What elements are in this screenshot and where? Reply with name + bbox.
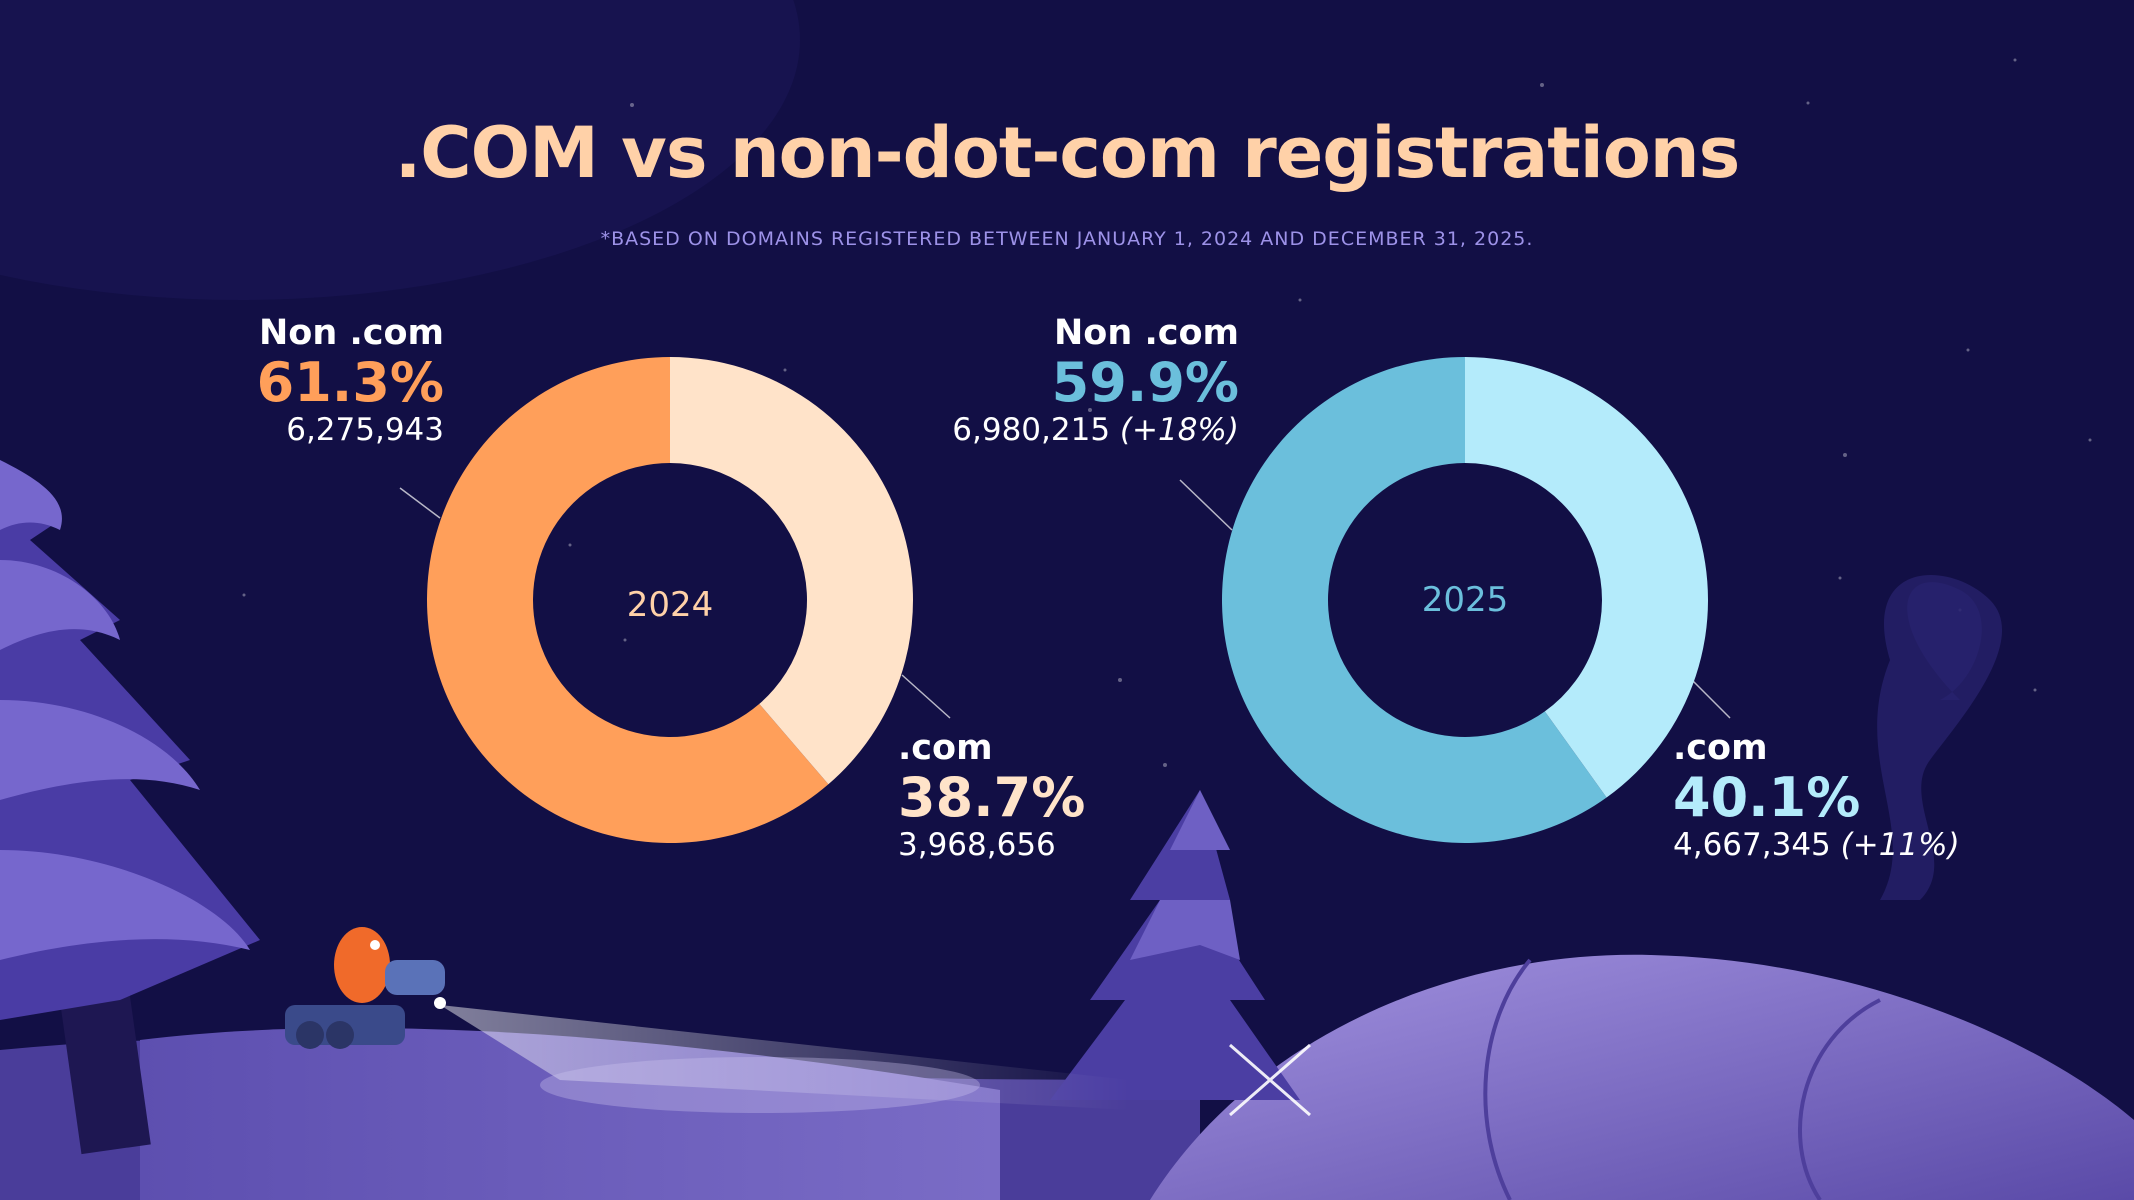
slice-change: (+18%)	[1119, 412, 1239, 449]
label-2024-com: .com 38.7% 3,968,656	[898, 728, 1085, 863]
donut-2024	[426, 357, 913, 843]
slice-noncom	[426, 357, 829, 843]
slice-name: Non .com	[259, 313, 444, 353]
label-2025-noncom: Non .com 59.9% 6,980,215 (+18%)	[952, 313, 1239, 448]
slice-noncom	[1221, 357, 1607, 843]
slice-com	[670, 357, 913, 785]
donut-center-label-2025: 2025	[1422, 580, 1509, 620]
slice-percent: 61.3%	[256, 351, 444, 414]
slice-count: 6,980,215	[952, 412, 1111, 449]
slice-percent: 59.9%	[1051, 351, 1239, 414]
page-title: .COM vs non-dot-com registrations	[394, 112, 1741, 194]
leader-lines	[399, 479, 1731, 719]
slice-name: .com	[898, 728, 993, 768]
label-2024-noncom: Non .com 61.3% 6,275,943	[257, 313, 444, 448]
slice-percent: 38.7%	[898, 766, 1086, 829]
slice-count: 3,968,656	[898, 827, 1056, 864]
slice-count: 6,275,943	[286, 412, 444, 449]
label-2025-com: .com 40.1% 4,667,345 (+11%)	[1673, 728, 1960, 863]
slice-com	[1465, 357, 1708, 798]
slice-name: Non .com	[1054, 313, 1239, 353]
donut-center-label-2024: 2024	[627, 585, 714, 625]
slice-percent: 40.1%	[1673, 766, 1861, 829]
slice-change: (+11%)	[1840, 827, 1960, 864]
slice-name: .com	[1673, 728, 1768, 768]
donut-2025	[1221, 357, 1708, 843]
page-subtitle: *BASED ON DOMAINS REGISTERED BETWEEN JAN…	[600, 228, 1534, 250]
slice-count: 4,667,345	[1673, 827, 1831, 864]
